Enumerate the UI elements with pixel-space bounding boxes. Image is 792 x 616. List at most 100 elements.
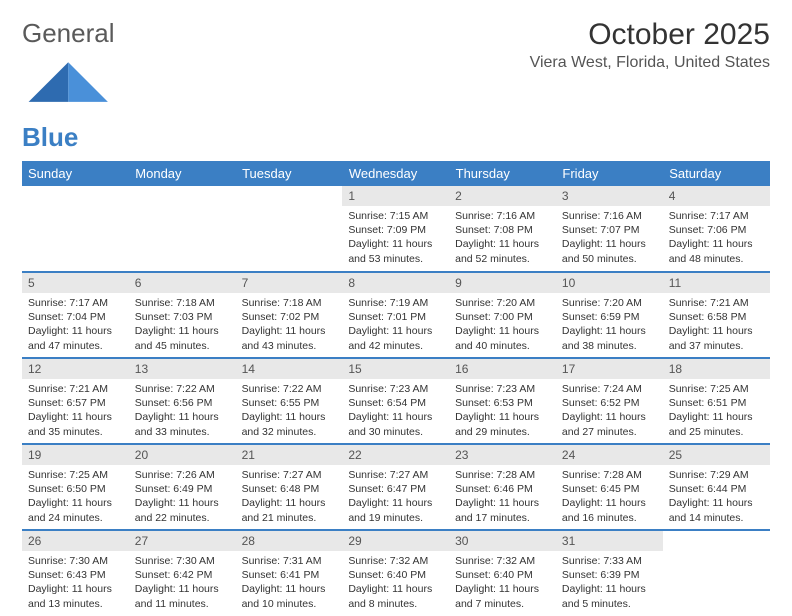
calendar-week-row: 26Sunrise: 7:30 AMSunset: 6:43 PMDayligh…	[22, 530, 770, 616]
calendar-day-cell: 13Sunrise: 7:22 AMSunset: 6:56 PMDayligh…	[129, 358, 236, 444]
day-details: Sunrise: 7:15 AMSunset: 7:09 PMDaylight:…	[342, 206, 449, 269]
calendar-day-cell: 26Sunrise: 7:30 AMSunset: 6:43 PMDayligh…	[22, 530, 129, 616]
day-number: 26	[22, 531, 129, 551]
logo-text-blue: Blue	[22, 122, 78, 152]
day-details: Sunrise: 7:21 AMSunset: 6:58 PMDaylight:…	[663, 293, 770, 356]
day-number: 22	[342, 445, 449, 465]
calendar-day-cell: 4Sunrise: 7:17 AMSunset: 7:06 PMDaylight…	[663, 186, 770, 272]
day-number: 24	[556, 445, 663, 465]
calendar-day-cell: 21Sunrise: 7:27 AMSunset: 6:48 PMDayligh…	[236, 444, 343, 530]
day-details: Sunrise: 7:29 AMSunset: 6:44 PMDaylight:…	[663, 465, 770, 528]
day-details: Sunrise: 7:32 AMSunset: 6:40 PMDaylight:…	[449, 551, 556, 614]
day-details: Sunrise: 7:18 AMSunset: 7:03 PMDaylight:…	[129, 293, 236, 356]
calendar-day-cell: 22Sunrise: 7:27 AMSunset: 6:47 PMDayligh…	[342, 444, 449, 530]
day-number: 13	[129, 359, 236, 379]
day-details: Sunrise: 7:33 AMSunset: 6:39 PMDaylight:…	[556, 551, 663, 614]
calendar-week-row: 1Sunrise: 7:15 AMSunset: 7:09 PMDaylight…	[22, 186, 770, 272]
calendar-day-cell	[663, 530, 770, 616]
logo-icon	[22, 91, 114, 121]
calendar-day-cell: 1Sunrise: 7:15 AMSunset: 7:09 PMDaylight…	[342, 186, 449, 272]
day-number: 31	[556, 531, 663, 551]
header: General Blue October 2025 Viera West, Fl…	[22, 18, 770, 153]
day-details: Sunrise: 7:22 AMSunset: 6:55 PMDaylight:…	[236, 379, 343, 442]
day-details: Sunrise: 7:16 AMSunset: 7:07 PMDaylight:…	[556, 206, 663, 269]
weekday-header: Tuesday	[236, 161, 343, 186]
day-details: Sunrise: 7:31 AMSunset: 6:41 PMDaylight:…	[236, 551, 343, 614]
logo: General Blue	[22, 18, 115, 153]
calendar-day-cell: 18Sunrise: 7:25 AMSunset: 6:51 PMDayligh…	[663, 358, 770, 444]
day-number: 30	[449, 531, 556, 551]
calendar-week-row: 12Sunrise: 7:21 AMSunset: 6:57 PMDayligh…	[22, 358, 770, 444]
day-details: Sunrise: 7:19 AMSunset: 7:01 PMDaylight:…	[342, 293, 449, 356]
day-number: 14	[236, 359, 343, 379]
calendar-day-cell: 2Sunrise: 7:16 AMSunset: 7:08 PMDaylight…	[449, 186, 556, 272]
calendar-day-cell	[22, 186, 129, 272]
day-number: 17	[556, 359, 663, 379]
calendar-day-cell: 29Sunrise: 7:32 AMSunset: 6:40 PMDayligh…	[342, 530, 449, 616]
calendar-day-cell: 12Sunrise: 7:21 AMSunset: 6:57 PMDayligh…	[22, 358, 129, 444]
calendar-day-cell: 14Sunrise: 7:22 AMSunset: 6:55 PMDayligh…	[236, 358, 343, 444]
calendar-day-cell: 28Sunrise: 7:31 AMSunset: 6:41 PMDayligh…	[236, 530, 343, 616]
day-number: 27	[129, 531, 236, 551]
day-details: Sunrise: 7:16 AMSunset: 7:08 PMDaylight:…	[449, 206, 556, 269]
day-details: Sunrise: 7:27 AMSunset: 6:48 PMDaylight:…	[236, 465, 343, 528]
calendar-day-cell	[236, 186, 343, 272]
calendar-body: 1Sunrise: 7:15 AMSunset: 7:09 PMDaylight…	[22, 186, 770, 616]
day-number: 21	[236, 445, 343, 465]
day-number: 4	[663, 186, 770, 206]
calendar-day-cell: 20Sunrise: 7:26 AMSunset: 6:49 PMDayligh…	[129, 444, 236, 530]
location: Viera West, Florida, United States	[530, 54, 770, 72]
day-details: Sunrise: 7:23 AMSunset: 6:53 PMDaylight:…	[449, 379, 556, 442]
day-number: 3	[556, 186, 663, 206]
day-details: Sunrise: 7:28 AMSunset: 6:45 PMDaylight:…	[556, 465, 663, 528]
day-number: 16	[449, 359, 556, 379]
day-number: 9	[449, 273, 556, 293]
day-number: 7	[236, 273, 343, 293]
calendar-day-cell: 8Sunrise: 7:19 AMSunset: 7:01 PMDaylight…	[342, 272, 449, 358]
calendar-week-row: 5Sunrise: 7:17 AMSunset: 7:04 PMDaylight…	[22, 272, 770, 358]
weekday-header: Friday	[556, 161, 663, 186]
calendar-day-cell: 23Sunrise: 7:28 AMSunset: 6:46 PMDayligh…	[449, 444, 556, 530]
calendar-day-cell: 19Sunrise: 7:25 AMSunset: 6:50 PMDayligh…	[22, 444, 129, 530]
day-number: 10	[556, 273, 663, 293]
weekday-header: Wednesday	[342, 161, 449, 186]
day-number: 15	[342, 359, 449, 379]
weekday-header: Monday	[129, 161, 236, 186]
calendar-day-cell: 16Sunrise: 7:23 AMSunset: 6:53 PMDayligh…	[449, 358, 556, 444]
weekday-header: Thursday	[449, 161, 556, 186]
calendar-day-cell: 27Sunrise: 7:30 AMSunset: 6:42 PMDayligh…	[129, 530, 236, 616]
month-title: October 2025	[530, 18, 770, 52]
day-details: Sunrise: 7:25 AMSunset: 6:51 PMDaylight:…	[663, 379, 770, 442]
day-details: Sunrise: 7:27 AMSunset: 6:47 PMDaylight:…	[342, 465, 449, 528]
day-details: Sunrise: 7:26 AMSunset: 6:49 PMDaylight:…	[129, 465, 236, 528]
day-details: Sunrise: 7:30 AMSunset: 6:43 PMDaylight:…	[22, 551, 129, 614]
day-number: 29	[342, 531, 449, 551]
day-number: 28	[236, 531, 343, 551]
calendar-day-cell: 25Sunrise: 7:29 AMSunset: 6:44 PMDayligh…	[663, 444, 770, 530]
day-details: Sunrise: 7:28 AMSunset: 6:46 PMDaylight:…	[449, 465, 556, 528]
day-number: 1	[342, 186, 449, 206]
day-details: Sunrise: 7:23 AMSunset: 6:54 PMDaylight:…	[342, 379, 449, 442]
weekday-header-row: SundayMondayTuesdayWednesdayThursdayFrid…	[22, 161, 770, 186]
day-number: 5	[22, 273, 129, 293]
day-number: 2	[449, 186, 556, 206]
day-details: Sunrise: 7:30 AMSunset: 6:42 PMDaylight:…	[129, 551, 236, 614]
calendar-day-cell: 10Sunrise: 7:20 AMSunset: 6:59 PMDayligh…	[556, 272, 663, 358]
day-details: Sunrise: 7:25 AMSunset: 6:50 PMDaylight:…	[22, 465, 129, 528]
calendar-day-cell: 17Sunrise: 7:24 AMSunset: 6:52 PMDayligh…	[556, 358, 663, 444]
day-details: Sunrise: 7:18 AMSunset: 7:02 PMDaylight:…	[236, 293, 343, 356]
weekday-header: Saturday	[663, 161, 770, 186]
day-number: 12	[22, 359, 129, 379]
calendar-day-cell: 9Sunrise: 7:20 AMSunset: 7:00 PMDaylight…	[449, 272, 556, 358]
title-block: October 2025 Viera West, Florida, United…	[530, 18, 770, 72]
calendar-day-cell: 7Sunrise: 7:18 AMSunset: 7:02 PMDaylight…	[236, 272, 343, 358]
calendar-day-cell: 5Sunrise: 7:17 AMSunset: 7:04 PMDaylight…	[22, 272, 129, 358]
day-number: 23	[449, 445, 556, 465]
day-details: Sunrise: 7:20 AMSunset: 6:59 PMDaylight:…	[556, 293, 663, 356]
day-details: Sunrise: 7:24 AMSunset: 6:52 PMDaylight:…	[556, 379, 663, 442]
weekday-header: Sunday	[22, 161, 129, 186]
day-number: 6	[129, 273, 236, 293]
day-details: Sunrise: 7:32 AMSunset: 6:40 PMDaylight:…	[342, 551, 449, 614]
day-details: Sunrise: 7:17 AMSunset: 7:04 PMDaylight:…	[22, 293, 129, 356]
day-number: 25	[663, 445, 770, 465]
